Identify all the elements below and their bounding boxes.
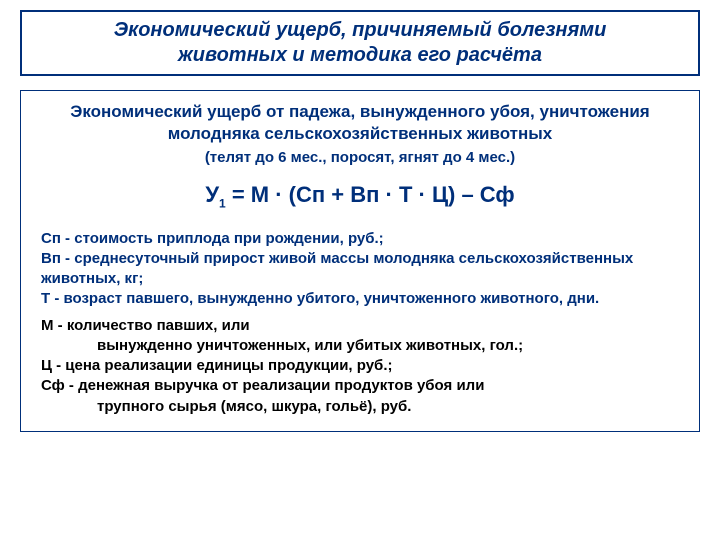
def-sf-lead: Сф - денежная выручка от реализации прод… [41,377,484,394]
def-c: Ц - цена реализации единицы продукции, р… [41,356,679,376]
content-box: Экономический ущерб от падежа, вынужденн… [20,90,700,432]
note: (телят до 6 мес., поросят, ягнят до 4 ме… [41,149,679,166]
def-sf-cont: трупного сырья (мясо, шкура, гольё), руб… [63,397,679,417]
def-m-cont: вынужденно уничтоженных, или убитых живо… [63,336,679,356]
def-vp: Вп - среднесуточный прирост живой массы … [41,249,679,290]
def-m-lead: М - количество павших, или [41,317,250,334]
def-sf: Сф - денежная выручка от реализации прод… [41,376,679,417]
title-box: Экономический ущерб, причиняемый болезня… [20,10,700,76]
def-sp: Сп - стоимость приплода при рождении, ру… [41,229,679,249]
title-line-1: Экономический ущерб, причиняемый болезня… [32,18,688,43]
def-m: М - количество павших, или вынужденно ун… [41,316,679,357]
title-line-2: животных и методика его расчёта [32,43,688,68]
formula: У1 = М · (Сп + Вп · Т · Ц) – Сф [41,182,679,210]
def-t: Т - возраст павшего, вынужденно убитого,… [41,289,679,309]
subtitle: Экономический ущерб от падежа, вынужденн… [41,101,679,145]
defs-blue: Сп - стоимость приплода при рождении, ру… [41,229,679,310]
